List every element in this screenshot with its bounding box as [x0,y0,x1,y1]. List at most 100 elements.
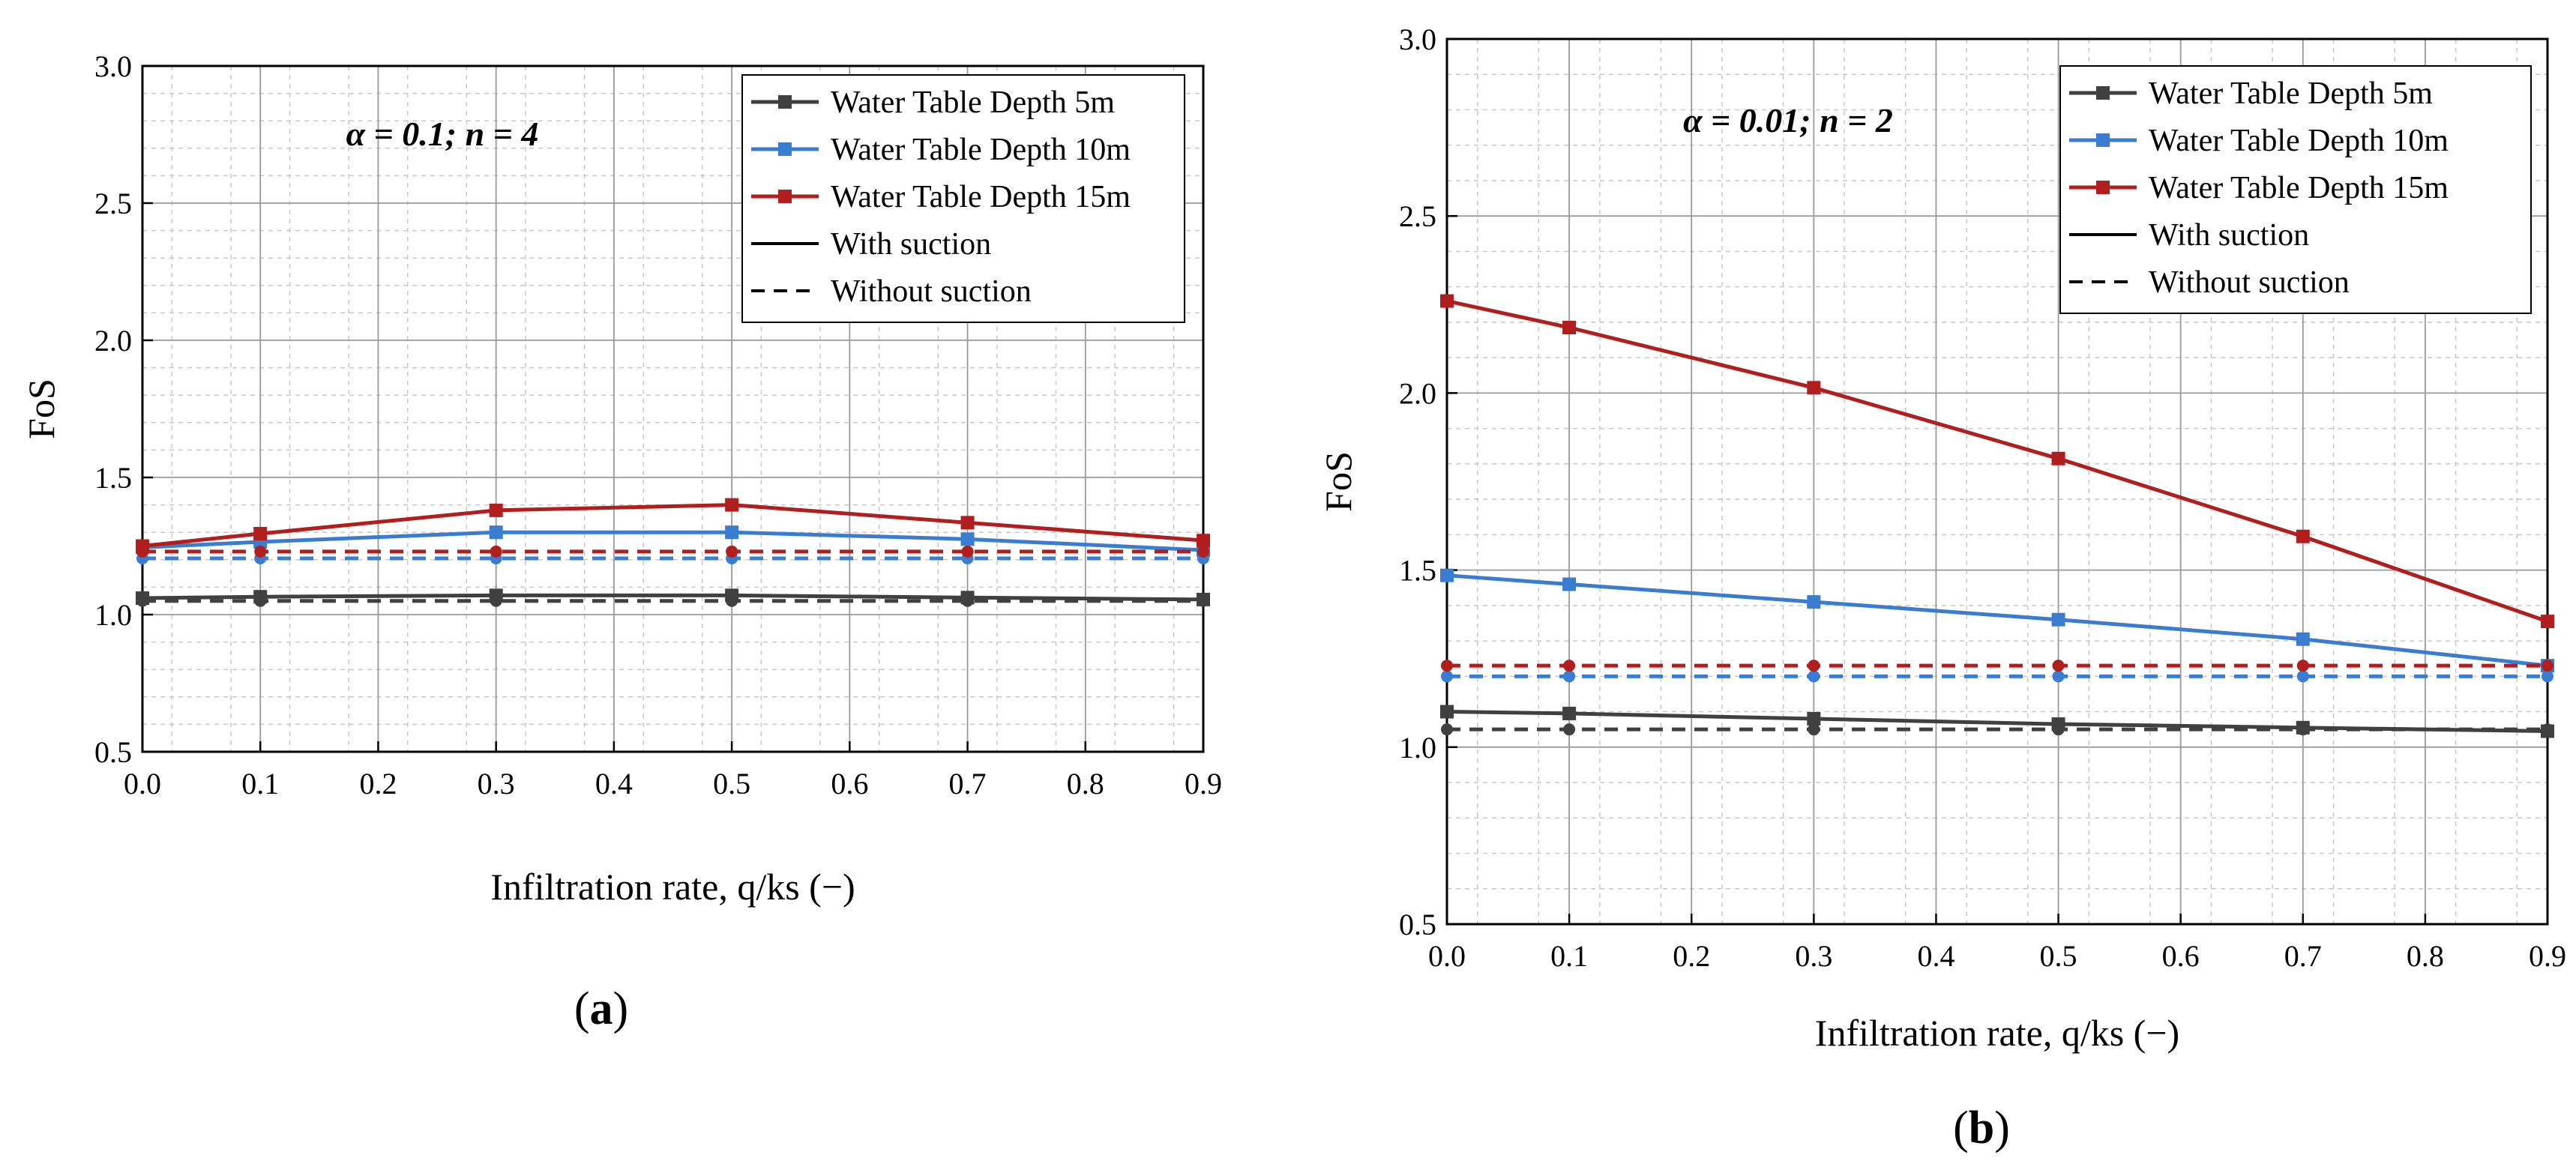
x-tick-label: 0.4 [1917,939,1954,973]
x-tick-label: 0.6 [831,767,868,800]
data-point [2296,723,2309,736]
x-tick-label: 0.3 [1795,939,1832,973]
x-tick-label: 0.4 [595,767,633,800]
legend-marker [2096,133,2110,147]
legend-label: Water Table Depth 5m [831,85,1115,120]
y-tick-label: 1.5 [94,461,132,495]
y-axis-label: FoS [20,379,62,439]
panel-label: (b) [1953,1103,2010,1154]
data-point [726,594,738,607]
x-axis-label: Infiltration rate, q/ks (−) [490,866,855,908]
data-point [725,498,739,512]
legend-box [741,74,1185,323]
series-water-table-depth-5m-with [1440,705,2554,738]
data-point [254,545,267,558]
series-line [142,503,1204,548]
data-point [2296,660,2309,672]
x-tick-label: 0.9 [1185,767,1222,800]
legend-marker [778,142,792,156]
legend-box [2059,65,2532,314]
series-line [142,593,1204,602]
y-tick-label: 2.0 [94,324,132,358]
data-point [1562,706,1577,720]
data-point [1807,712,1821,726]
chart-panel-a: 0.0 0.1 0.2 0.3 0.4 0.5 0.6 0.7 0.8 0.9 0.5 1.0 1.5 2… [20,49,1222,1034]
x-tick-label: 0.0 [124,767,161,800]
y-tick-label: 1.0 [94,598,132,632]
series-line [1446,710,2548,734]
data-point [961,594,974,607]
parameter-annotation: α = 0.1; n = 4 [346,115,539,153]
data-point [960,532,975,546]
legend-label: Water Table Depth 10m [831,133,1131,167]
legend: Water Table Depth 5m Water Table Depth 10… [2059,65,2532,314]
series-water-table-depth-10m-with [1440,568,2554,673]
data-point [2542,670,2554,683]
legend-label: Water Table Depth 5m [2149,76,2433,111]
x-tick-label: 0.3 [478,767,515,800]
data-point [253,527,268,541]
series-line [142,530,1204,552]
data-point [1197,594,1209,607]
data-point [2051,612,2065,627]
data-point [2296,670,2309,683]
data-point [725,525,739,540]
series-water-table-depth-10m-without [136,552,1209,564]
legend-label: Without suction [831,274,1032,309]
y-axis-label: FoS [1317,451,1359,512]
data-point [2542,723,2554,736]
series-water-table-depth-15m-without [136,545,1209,558]
data-point [1441,723,1453,736]
data-point [136,545,148,558]
data-point [1563,660,1576,672]
data-point [1562,321,1577,335]
x-tick-label: 0.6 [2162,939,2200,973]
series-water-table-depth-5m-with [136,588,1210,606]
legend-label: Water Table Depth 15m [831,180,1131,214]
data-point [1563,670,1576,683]
x-tick-label: 0.7 [2284,939,2322,973]
x-tick-label: 0.0 [1428,939,1466,973]
series-line [1446,573,2548,668]
x-axis-label: Infiltration rate, q/ks (−) [1815,1012,2179,1054]
plot-frame [141,64,1205,753]
data-point [1441,660,1453,672]
legend-label: Without suction [2149,265,2350,300]
data-point [961,545,974,558]
data-point [1807,595,1821,609]
data-point [490,594,502,607]
data-point [1440,705,1454,719]
data-point [1197,534,1210,548]
data-point [2051,451,2065,465]
y-tick-label: 3.0 [1399,22,1436,56]
data-point [2542,660,2554,672]
y-tick-label: 2.0 [1399,376,1436,410]
y-tick-label: 3.0 [94,49,132,83]
x-tick-label: 0.9 [2529,939,2566,973]
y-tick-label: 1.0 [1399,731,1436,765]
legend-marker [778,95,792,109]
series-water-table-depth-15m-with [1440,294,2554,629]
data-point [1808,723,1820,736]
x-tick-label: 0.8 [2407,939,2444,973]
data-point [1807,381,1821,395]
data-point [2296,529,2310,543]
legend: Water Table Depth 5m Water Table Depth 10… [741,74,1185,323]
legend-label: With suction [831,227,991,262]
y-tick-label: 0.5 [1399,908,1436,941]
series-line [1446,299,2548,624]
x-tick-label: 0.7 [949,767,987,800]
x-tick-label: 0.1 [1550,939,1588,973]
legend-label: Water Table Depth 15m [2149,171,2449,205]
x-tick-label: 0.2 [359,767,397,800]
data-point [1808,670,1820,683]
x-tick-label: 0.8 [1067,767,1104,800]
data-point [2052,670,2065,683]
data-point [489,503,503,517]
x-tick-label: 0.5 [713,767,750,800]
x-tick-label: 0.1 [241,767,279,800]
data-point [2052,660,2065,672]
parameter-annotation: α = 0.01; n = 2 [1683,101,1893,139]
